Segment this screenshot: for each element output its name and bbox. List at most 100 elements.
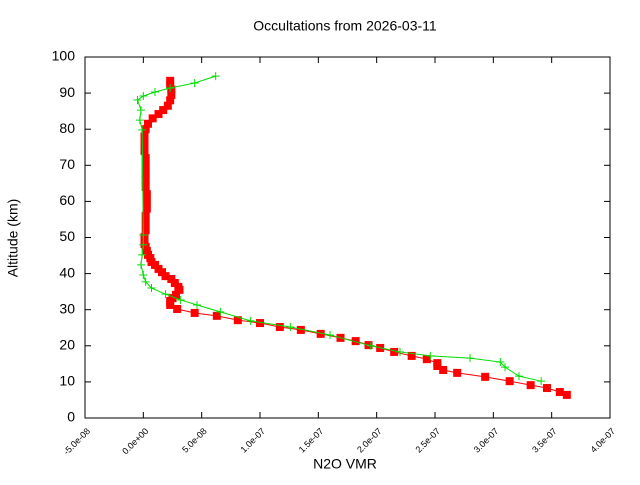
point bbox=[133, 95, 142, 104]
point bbox=[148, 114, 157, 123]
point bbox=[140, 233, 149, 242]
point bbox=[147, 284, 156, 293]
point bbox=[396, 347, 404, 356]
point bbox=[193, 301, 201, 310]
point bbox=[501, 363, 509, 372]
point bbox=[172, 290, 180, 299]
point bbox=[144, 119, 152, 128]
point bbox=[141, 168, 150, 177]
point bbox=[140, 146, 149, 155]
y-tick-label: 70 bbox=[59, 156, 75, 172]
point bbox=[139, 91, 148, 100]
point bbox=[537, 377, 546, 386]
y-tick-label: 10 bbox=[59, 373, 75, 389]
point bbox=[166, 96, 175, 105]
point bbox=[138, 250, 147, 259]
point bbox=[159, 106, 168, 115]
point bbox=[543, 384, 551, 393]
point bbox=[426, 351, 435, 360]
point bbox=[190, 308, 199, 317]
point bbox=[515, 372, 523, 381]
point bbox=[466, 354, 474, 363]
point bbox=[138, 125, 147, 134]
point bbox=[246, 316, 255, 325]
point bbox=[562, 390, 571, 399]
point bbox=[161, 290, 170, 299]
point bbox=[139, 230, 148, 239]
point bbox=[141, 161, 150, 170]
point bbox=[286, 323, 295, 332]
point bbox=[139, 240, 148, 249]
y-tick-label: 50 bbox=[59, 228, 75, 244]
point bbox=[141, 219, 150, 228]
point bbox=[496, 358, 505, 367]
y-tick-label: 80 bbox=[59, 120, 75, 136]
point bbox=[163, 101, 172, 110]
y-tick-label: 90 bbox=[59, 84, 75, 100]
y-tick-label: 60 bbox=[59, 192, 75, 208]
point bbox=[141, 125, 150, 134]
point bbox=[151, 88, 159, 97]
x-axis-title: N2O VMR bbox=[313, 456, 377, 472]
x-tick-label: 2.0e-07 bbox=[355, 426, 384, 455]
point bbox=[141, 154, 150, 163]
point bbox=[216, 307, 225, 316]
x-tick-label: -5.0e-08 bbox=[61, 426, 92, 457]
point bbox=[326, 330, 334, 339]
point bbox=[137, 260, 145, 269]
point bbox=[366, 341, 375, 350]
point bbox=[141, 226, 150, 235]
y-tick-label: 20 bbox=[59, 337, 75, 353]
point bbox=[422, 355, 431, 364]
y-tick-label: 100 bbox=[52, 48, 76, 64]
point bbox=[351, 337, 360, 346]
x-tick-label: 5.0e-08 bbox=[180, 426, 209, 455]
point bbox=[481, 372, 490, 381]
point bbox=[141, 211, 150, 220]
x-tick-label: 4.0e-07 bbox=[588, 426, 617, 455]
point bbox=[135, 116, 144, 125]
point bbox=[275, 323, 284, 332]
point bbox=[526, 381, 535, 390]
point bbox=[439, 365, 448, 374]
series-line bbox=[144, 80, 568, 396]
point bbox=[233, 316, 242, 325]
point bbox=[190, 78, 199, 87]
point bbox=[142, 197, 151, 206]
point bbox=[139, 271, 148, 280]
point bbox=[141, 175, 150, 184]
point bbox=[154, 110, 163, 119]
x-tick-label: 3.5e-07 bbox=[530, 426, 559, 455]
point bbox=[140, 132, 149, 141]
point bbox=[142, 204, 151, 213]
x-tick-label: 3.0e-07 bbox=[472, 426, 501, 455]
x-tick-label: 2.5e-07 bbox=[413, 426, 442, 455]
x-tick-label: 1.5e-07 bbox=[297, 426, 326, 455]
point bbox=[211, 72, 220, 81]
point bbox=[390, 347, 399, 356]
point bbox=[433, 359, 442, 368]
y-tick-label: 30 bbox=[59, 300, 75, 316]
point bbox=[316, 329, 325, 338]
point bbox=[407, 351, 416, 360]
point bbox=[505, 377, 514, 386]
point bbox=[296, 325, 305, 334]
point bbox=[167, 85, 176, 94]
point bbox=[173, 304, 182, 313]
point bbox=[167, 275, 176, 284]
point bbox=[166, 84, 175, 93]
point bbox=[212, 311, 221, 320]
y-tick-label: 40 bbox=[59, 264, 75, 280]
point bbox=[142, 190, 151, 199]
point bbox=[166, 76, 175, 85]
point bbox=[555, 388, 564, 397]
point bbox=[140, 139, 149, 148]
point bbox=[137, 106, 145, 115]
point bbox=[141, 182, 150, 191]
x-tick-label: 1.0e-07 bbox=[238, 426, 267, 455]
x-tick-label: 0.0e+00 bbox=[120, 426, 150, 456]
point bbox=[167, 90, 176, 99]
chart-title: Occultations from 2026-03-11 bbox=[253, 18, 437, 34]
point bbox=[141, 277, 150, 286]
